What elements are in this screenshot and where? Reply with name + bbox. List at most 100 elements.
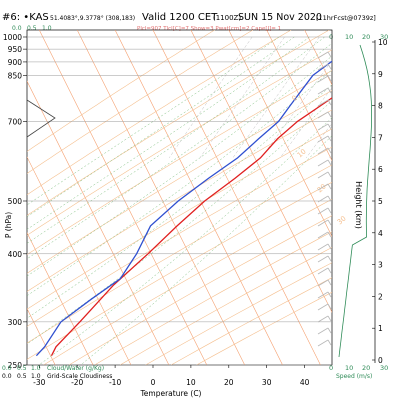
y-axis-label: P (hPa) [4,212,13,238]
wind-barb-flag [327,291,332,298]
bottom-grid-tick: 0.0 [2,373,12,380]
top-cloud-tick: 1.0 [42,25,52,32]
height-axis-label: Height (km) [354,181,363,229]
wind-barb-flag [327,171,332,178]
wind-barb [317,303,329,311]
wind-barb [317,135,329,143]
bottom-grid-tick: 0.5 [17,373,27,380]
wind-barb [317,231,329,239]
height-tick-label: 5 [378,197,383,206]
wind-barb [317,111,329,119]
y-tick-label: 700 [8,117,23,126]
grid-cloud-label: Grid-Scale Cloudiness [47,373,112,380]
bottom-speed-tick: 10 [345,364,353,372]
moist-adiabat-line [27,36,325,244]
bottom-cloud-tick: 0.0 [2,365,12,372]
dewpoint-profile-line [35,60,332,357]
bottom-speed-tick: 0 [329,364,333,372]
moist-adiabat-line [27,36,310,230]
dry-adiabat-line [27,90,332,274]
wind-barb [317,315,329,323]
wind-barb-flag [327,63,332,70]
mixing-ratio-line [232,36,320,159]
y-tick-label: 900 [8,58,23,67]
x-axis-label: Temperature (C) [140,389,202,398]
wind-barb [317,279,329,287]
isopleth-labels: 0 10 20 30 [290,94,347,226]
x-tick-label: -20 [71,378,83,387]
wind-barb-flag [327,75,332,82]
wind-barb-flag [327,303,332,310]
isotherm-line [27,156,132,365]
isotherm-line [228,30,332,238]
pressure-axis: 250 300 400 500 700 850 900 950 1000 [3,33,27,370]
pressure-lines [27,36,332,366]
isotherm-line [27,232,94,365]
wind-barb [317,291,329,299]
valid-label: Valid 1200 CET [142,12,218,23]
x-tick-label: 10 [186,378,196,387]
x-tick-label: 0 [151,378,156,387]
wind-barb [317,207,329,215]
wind-barb-flag [327,99,332,106]
y-tick-label: 850 [8,71,23,80]
dry-adiabat-line [27,146,332,327]
isopleth-label: 0 [290,94,299,103]
dry-adiabat-line [27,164,332,344]
height-tick-label: 3 [378,261,383,270]
dry-adiabat-line [27,128,332,310]
mixing-ratio-line [168,36,253,159]
isotherm-line [114,30,283,365]
moist-adiabat-line [38,117,332,365]
height-tick-label: 1 [378,324,383,333]
dry-adiabat-line [27,30,330,216]
station-label: #6: •KAS [2,12,49,23]
bottom-cloud-tick: 1.0 [31,365,41,372]
dry-adiabat-line [27,70,332,256]
wind-barb [317,255,329,263]
moist-adiabat-line [27,55,332,277]
wind-barb-flag [327,147,332,154]
isotherm-line [76,30,245,365]
dry-adiabat-line [119,247,332,365]
x-tick-label: 20 [224,378,234,387]
moist-adiabat-line [27,100,332,345]
wind-barb [317,267,329,275]
wind-barb [317,63,329,71]
isotherm-line [39,30,208,365]
wind-barb [317,171,329,179]
wind-barb-flag [327,51,332,58]
height-tick-label: 8 [378,102,383,111]
wind-barb-flag [327,183,332,190]
dry-adiabat-line [170,277,332,365]
dry-adiabat-line [94,231,332,365]
bottom-cloud-tick: 0.5 [17,365,27,372]
moist-adiabat-line [27,84,332,319]
date-label: SUN 15 Nov 2020 [238,12,322,23]
dry-adiabat-line [27,30,292,196]
speed-axis-label: Speed (m/s) [336,373,372,380]
profiles [35,60,332,357]
y-tick-label: 250 [8,361,23,370]
bottom-speed-tick: 30 [380,364,388,372]
y-tick-label: 1000 [3,33,22,42]
wind-barb [317,51,329,59]
y-tick-label: 300 [8,318,23,327]
wind-barb [317,87,329,95]
isotherm-line [304,30,332,86]
mixing-ratio-line [199,36,285,159]
y-tick-label: 950 [8,45,23,54]
mixing-ratio-line [329,154,332,159]
top-speed-tick: 30 [380,33,388,41]
wind-barb [317,147,329,155]
temperature-profile-line [50,97,332,356]
height-tick-label: 9 [378,70,383,79]
speed-profile [338,44,373,358]
wind-barb [317,195,329,203]
temperature-axis: -30 -20 -10 0 10 20 30 40 [33,365,310,387]
y-tick-label: 400 [8,250,23,259]
moist-adiabat-line [27,36,280,206]
mixing-ratio-line [260,60,332,159]
mixing-ratio-line [305,122,332,159]
isotherm-line [343,30,400,365]
